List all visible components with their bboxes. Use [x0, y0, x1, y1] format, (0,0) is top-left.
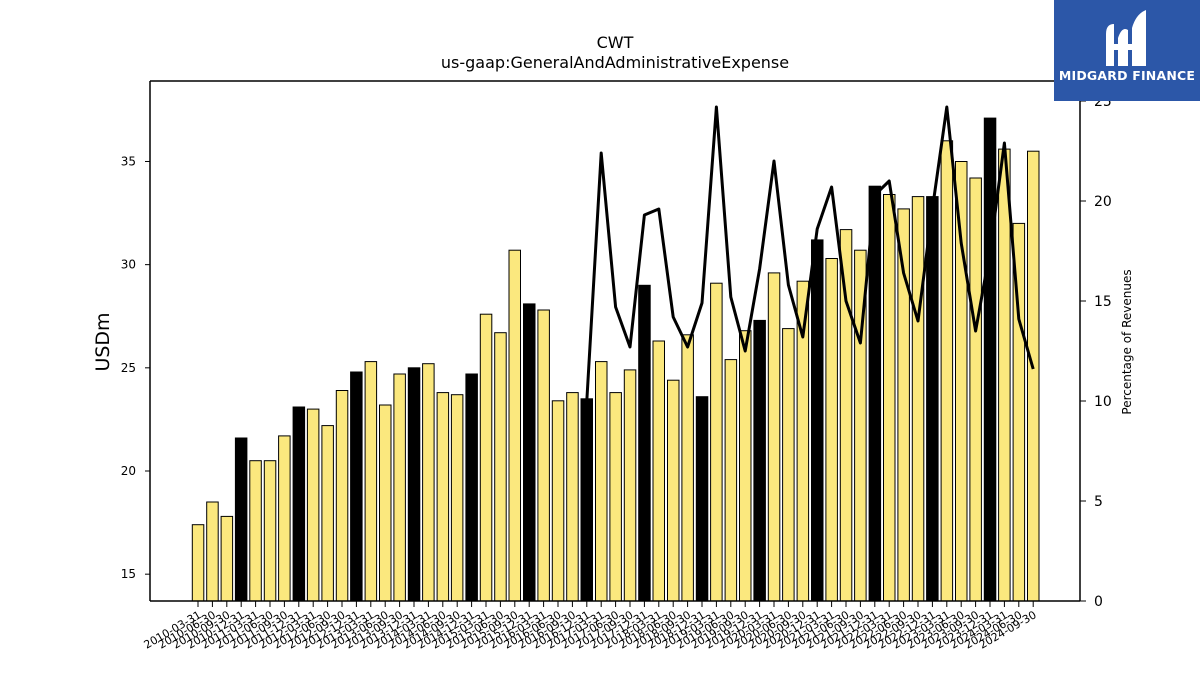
y2-tick-label: 5 — [1094, 494, 1103, 510]
bar — [595, 361, 608, 602]
bar — [983, 117, 997, 602]
y2-tick-label: 15 — [1094, 294, 1112, 310]
bar — [191, 524, 205, 602]
y-tick-label: 20 — [121, 464, 136, 478]
bar — [566, 392, 579, 602]
y2-tick-label: 10 — [1094, 394, 1112, 410]
y-tick-label: 15 — [121, 567, 136, 581]
bar — [767, 272, 781, 602]
y-tick-label: 35 — [121, 154, 136, 168]
bar — [739, 330, 752, 602]
left-axis-ticks: 15 20 25 30 35 — [121, 154, 150, 581]
bar — [306, 408, 320, 602]
bar — [955, 161, 968, 602]
bar — [710, 282, 723, 602]
bar — [350, 371, 363, 602]
bar — [911, 196, 925, 602]
bar — [220, 515, 234, 602]
bar — [926, 196, 939, 602]
bar — [379, 404, 392, 602]
bar — [523, 303, 536, 602]
bar — [623, 369, 637, 602]
bar — [249, 460, 262, 602]
bar — [825, 258, 838, 602]
bar — [263, 460, 277, 602]
bar — [465, 373, 478, 602]
bar — [580, 398, 593, 602]
bar — [335, 390, 349, 602]
bar — [537, 309, 550, 602]
bar — [998, 148, 1011, 602]
logo-text: MIDGARD FINANCE — [1058, 68, 1196, 83]
bar-series — [191, 117, 1040, 602]
y-tick-label: 30 — [121, 258, 136, 272]
bar — [393, 373, 406, 602]
bar — [494, 332, 507, 602]
line-series — [585, 105, 1035, 402]
bar — [695, 396, 709, 602]
brand-logo: MIDGARD FINANCE — [1054, 0, 1200, 101]
bar — [652, 340, 665, 602]
bar — [839, 229, 853, 602]
bar — [364, 361, 378, 602]
bar — [883, 194, 896, 602]
y2-tick-label: 20 — [1094, 194, 1112, 210]
bar — [436, 392, 450, 602]
bar — [811, 239, 824, 602]
bar — [450, 394, 464, 602]
axes — [149, 80, 1081, 602]
chart-subtitle: us-gaap:GeneralAndAdministrativeExpense — [441, 53, 789, 72]
bar — [551, 400, 565, 602]
y-tick-label: 25 — [121, 361, 136, 375]
bar — [681, 334, 694, 602]
bar — [206, 501, 219, 602]
bar — [969, 177, 982, 602]
chart-title: CWT — [597, 33, 634, 52]
bar — [479, 313, 493, 602]
bar — [667, 379, 680, 602]
logo-mark-icon — [1106, 10, 1146, 66]
bar — [1027, 150, 1040, 602]
bar — [407, 367, 421, 602]
bar — [422, 363, 435, 602]
bar — [753, 319, 766, 602]
bar — [724, 359, 738, 602]
bar — [782, 328, 795, 602]
bar — [292, 406, 306, 602]
bar — [609, 392, 622, 602]
x-axis-ticks: 2010-03-312010-06-302010-09-302010-12-31… — [142, 601, 1039, 652]
bar — [234, 437, 248, 602]
bar — [940, 140, 954, 602]
bar — [321, 425, 334, 602]
bar — [638, 284, 651, 602]
y2-tick-label: 0 — [1094, 594, 1103, 610]
bar — [278, 435, 291, 602]
y-axis-label: USDm — [92, 312, 114, 371]
percentage-line — [585, 105, 1035, 402]
y2-axis-label: Percentage of Revenues — [1120, 269, 1134, 414]
bar — [508, 249, 521, 602]
